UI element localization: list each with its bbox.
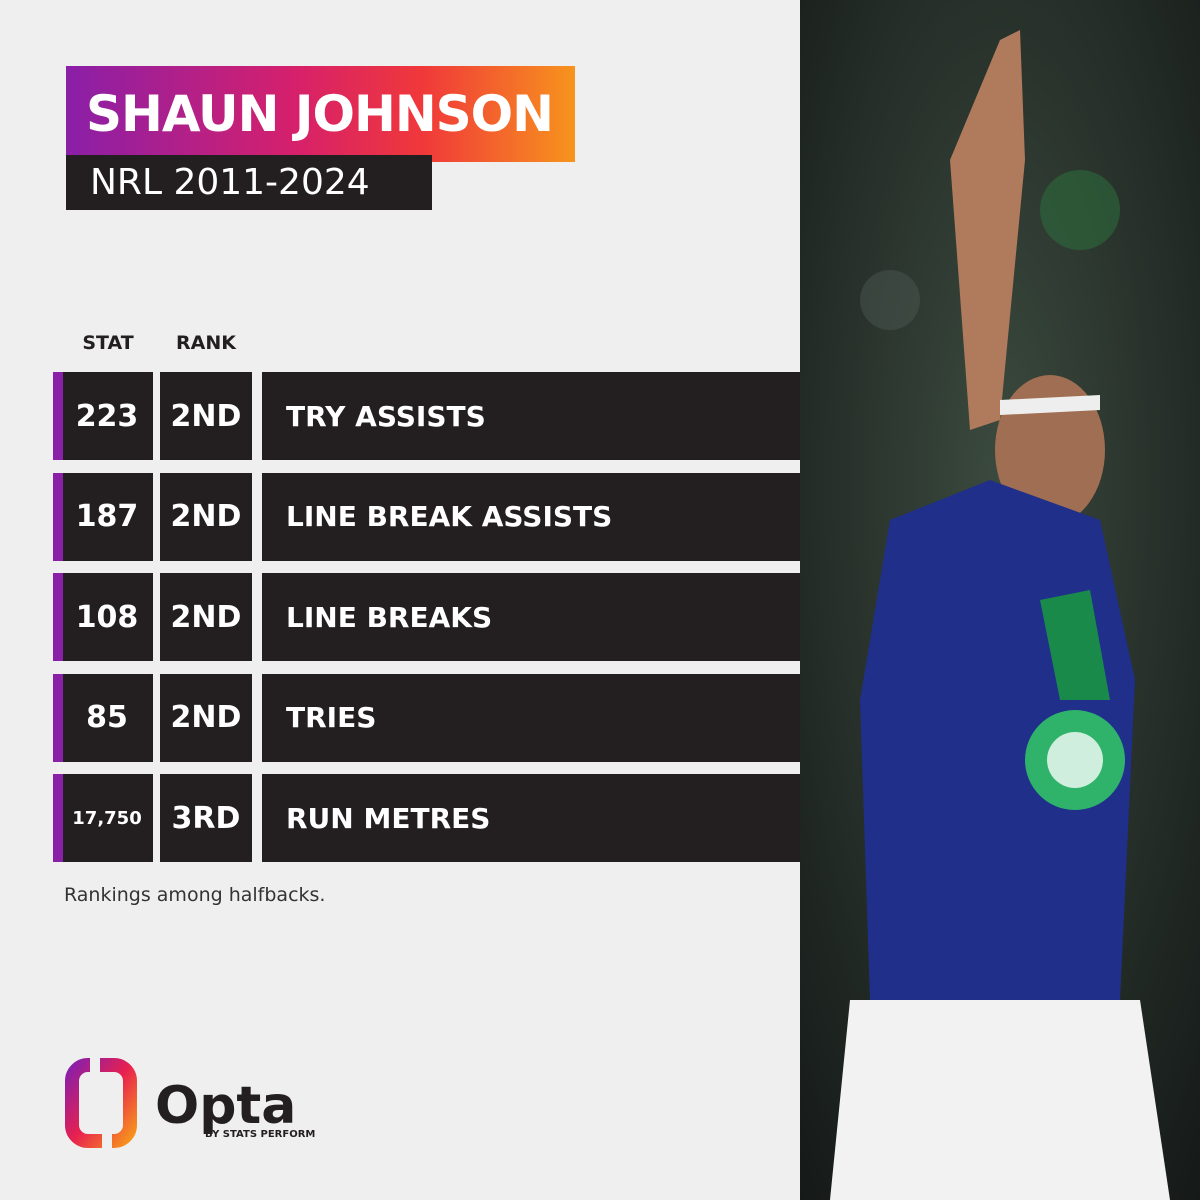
rank-cell: 2ND [160, 573, 252, 661]
rank-cell: 2ND [160, 673, 252, 762]
player-photo [800, 0, 1200, 1200]
rank-cell: 3RD [160, 774, 252, 862]
accent-bar [53, 573, 63, 661]
stat-label: TRIES [262, 673, 800, 762]
stat-label: LINE BREAK ASSISTS [262, 472, 800, 561]
stat-cell: 187 [53, 472, 153, 561]
column-header: RANK [176, 332, 236, 354]
column-header: STAT [82, 332, 134, 354]
stat-cell: 17,750 [53, 774, 153, 862]
subtitle: NRL 2011-2024 [66, 155, 432, 210]
accent-bar [53, 673, 63, 762]
rank-cell: 2ND [160, 372, 252, 460]
stat-label: RUN METRES [262, 774, 800, 862]
stat-cell: 85 [53, 673, 153, 762]
stat-cell: 223 [53, 372, 153, 460]
logo-tagline: BY STATS PERFORM [205, 1129, 315, 1140]
footnote: Rankings among halfbacks. [64, 884, 326, 906]
accent-bar [53, 372, 63, 460]
accent-bar [53, 774, 63, 862]
stat-cell: 108 [53, 573, 153, 661]
stat-label: TRY ASSISTS [262, 372, 800, 460]
accent-bar [53, 472, 63, 561]
title: SHAUN JOHNSON [66, 66, 575, 162]
logo-name: Opta [155, 1076, 296, 1136]
rank-cell: 2ND [160, 472, 252, 561]
opta-logo: Opta BY STATS PERFORM [65, 1055, 315, 1150]
stat-label: LINE BREAKS [262, 573, 800, 661]
